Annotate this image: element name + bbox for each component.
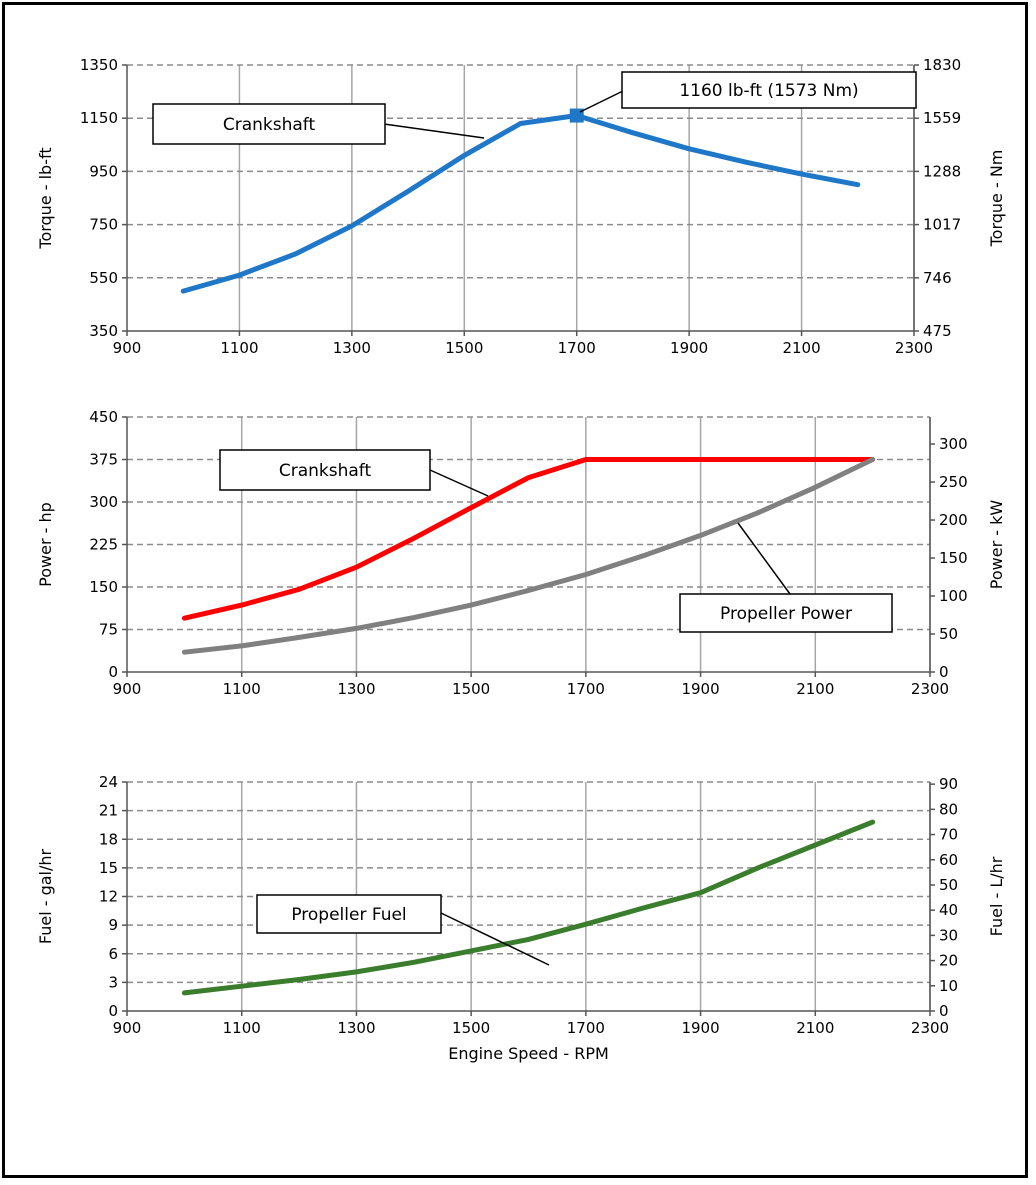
- y-tick-label: 350: [89, 322, 118, 340]
- y2-tick-label: 10: [939, 977, 958, 995]
- y2-tick-label: 40: [939, 901, 958, 919]
- x-tick-label: 2300: [911, 680, 949, 698]
- y-tick-label: 3: [108, 973, 118, 991]
- callout-leader: [429, 469, 489, 497]
- fuel-chart: 900 1100 1300 1500 1700 1900 2100 2300036912151…: [36, 773, 1006, 1063]
- x-tick-label: 2300: [895, 339, 933, 357]
- x-tick-label: 1700: [567, 1019, 605, 1037]
- y-axis-title: Power - hp: [36, 502, 55, 587]
- y2-tick-label: 50: [939, 625, 958, 643]
- y2-tick-label: 475: [923, 322, 952, 340]
- x-tick-label: 2100: [796, 680, 834, 698]
- y2-tick-label: 60: [939, 851, 958, 869]
- torque-chart: 900 1100 1300 1500 1700 1900 2100 2300 350 550 750…: [36, 56, 1006, 357]
- x-tick-label: 2100: [796, 1019, 834, 1037]
- callout-label: Crankshaft: [223, 115, 316, 135]
- callout-label: 1160 lb-ft (1573 Nm): [679, 81, 858, 101]
- series-line-torque: [180, 113, 861, 294]
- x-tick-label: 1100: [223, 1019, 261, 1037]
- callout-leader: [440, 912, 550, 966]
- x-tick-label: 1300: [337, 1019, 375, 1037]
- y2-tick-label: 1288: [923, 162, 961, 180]
- y-tick-label: 0: [108, 663, 118, 681]
- x-tick-label: 1100: [220, 339, 258, 357]
- x-tick-label: 1300: [333, 339, 371, 357]
- y2-tick-label: 300: [939, 435, 968, 453]
- callout-box: [679, 593, 893, 633]
- callout-box: [152, 103, 386, 145]
- x-axis-title: Engine Speed - RPM: [448, 1044, 609, 1063]
- y-tick-label: 950: [89, 162, 118, 180]
- y-tick-label: 1350: [80, 56, 118, 74]
- y2-tick-label: 746: [923, 269, 952, 287]
- series-line-crankshaft_power: [181, 457, 876, 621]
- callout-leader: [579, 89, 626, 113]
- x-tick-label: 1900: [670, 339, 708, 357]
- y-tick-label: 18: [99, 830, 118, 848]
- y2-tick-label: 1559: [923, 109, 961, 127]
- y-tick-label: 375: [89, 451, 118, 469]
- callout-box: [219, 449, 431, 491]
- y2-tick-label: 20: [939, 952, 958, 970]
- y2-tick-label: 0: [939, 663, 949, 681]
- y2-tick-label: 50: [939, 876, 958, 894]
- y-axis-title: Fuel - gal/hr: [36, 848, 55, 944]
- x-tick-label: 1100: [223, 680, 261, 698]
- callout-leader: [737, 522, 791, 595]
- power-chart: 900 1100 1300 1500 1700 1900 2100 2300075150225…: [36, 408, 1006, 698]
- y-tick-label: 15: [99, 859, 118, 877]
- y-axis-title: Torque - lb-ft: [36, 147, 55, 249]
- y2-tick-label: 1017: [923, 216, 961, 234]
- y-tick-label: 750: [89, 216, 118, 234]
- x-tick-label: 1300: [337, 680, 375, 698]
- y-tick-label: 6: [108, 945, 118, 963]
- y-tick-label: 21: [99, 802, 118, 820]
- y2-tick-label: 70: [939, 826, 958, 844]
- y-tick-label: 0: [108, 1002, 118, 1020]
- y-tick-label: 75: [99, 621, 118, 639]
- x-tick-label: 1500: [452, 680, 490, 698]
- x-tick-label: 900: [113, 339, 142, 357]
- y-tick-label: 150: [89, 578, 118, 596]
- callout-label: Propeller Fuel: [291, 905, 406, 925]
- y2-tick-label: 100: [939, 587, 968, 605]
- y-tick-label: 9: [108, 916, 118, 934]
- x-tick-label: 1900: [681, 1019, 719, 1037]
- y-tick-label: 1150: [80, 109, 118, 127]
- x-tick-label: 1700: [558, 339, 596, 357]
- x-tick-label: 900: [113, 680, 142, 698]
- x-tick-label: 1900: [681, 680, 719, 698]
- x-tick-label: 1700: [567, 680, 605, 698]
- y2-tick-label: 80: [939, 800, 958, 818]
- y2-axis-title: Torque - Nm: [987, 150, 1006, 248]
- y2-tick-label: 150: [939, 549, 968, 567]
- callout-label: Propeller Power: [720, 604, 852, 624]
- x-tick-label: 900: [113, 1019, 142, 1037]
- x-tick-label: 1500: [452, 1019, 490, 1037]
- callout-label: Crankshaft: [279, 461, 372, 481]
- y2-axis-title: Power - kW: [987, 500, 1006, 590]
- x-tick-label: 2100: [782, 339, 820, 357]
- y-tick-label: 12: [99, 888, 118, 906]
- y2-tick-label: 250: [939, 473, 968, 491]
- callout-box: [621, 71, 917, 109]
- y2-tick-label: 30: [939, 926, 958, 944]
- x-tick-label: 2300: [911, 1019, 949, 1037]
- y2-tick-label: 1830: [923, 56, 961, 74]
- x-tick-label: 1500: [445, 339, 483, 357]
- y-tick-label: 225: [89, 536, 118, 554]
- series-line-propeller_fuel: [181, 819, 876, 996]
- y-tick-label: 300: [89, 493, 118, 511]
- y-tick-label: 450: [89, 408, 118, 426]
- y2-tick-label: 200: [939, 511, 968, 529]
- y-tick-label: 550: [89, 269, 118, 287]
- callout-box: [256, 894, 442, 934]
- y2-tick-label: 90: [939, 775, 958, 793]
- callout-leader: [383, 123, 485, 139]
- y2-axis-title: Fuel - L/hr: [987, 856, 1006, 936]
- y-tick-label: 24: [99, 773, 118, 791]
- y2-tick-label: 0: [939, 1002, 949, 1020]
- series-line-propeller_power: [181, 457, 876, 655]
